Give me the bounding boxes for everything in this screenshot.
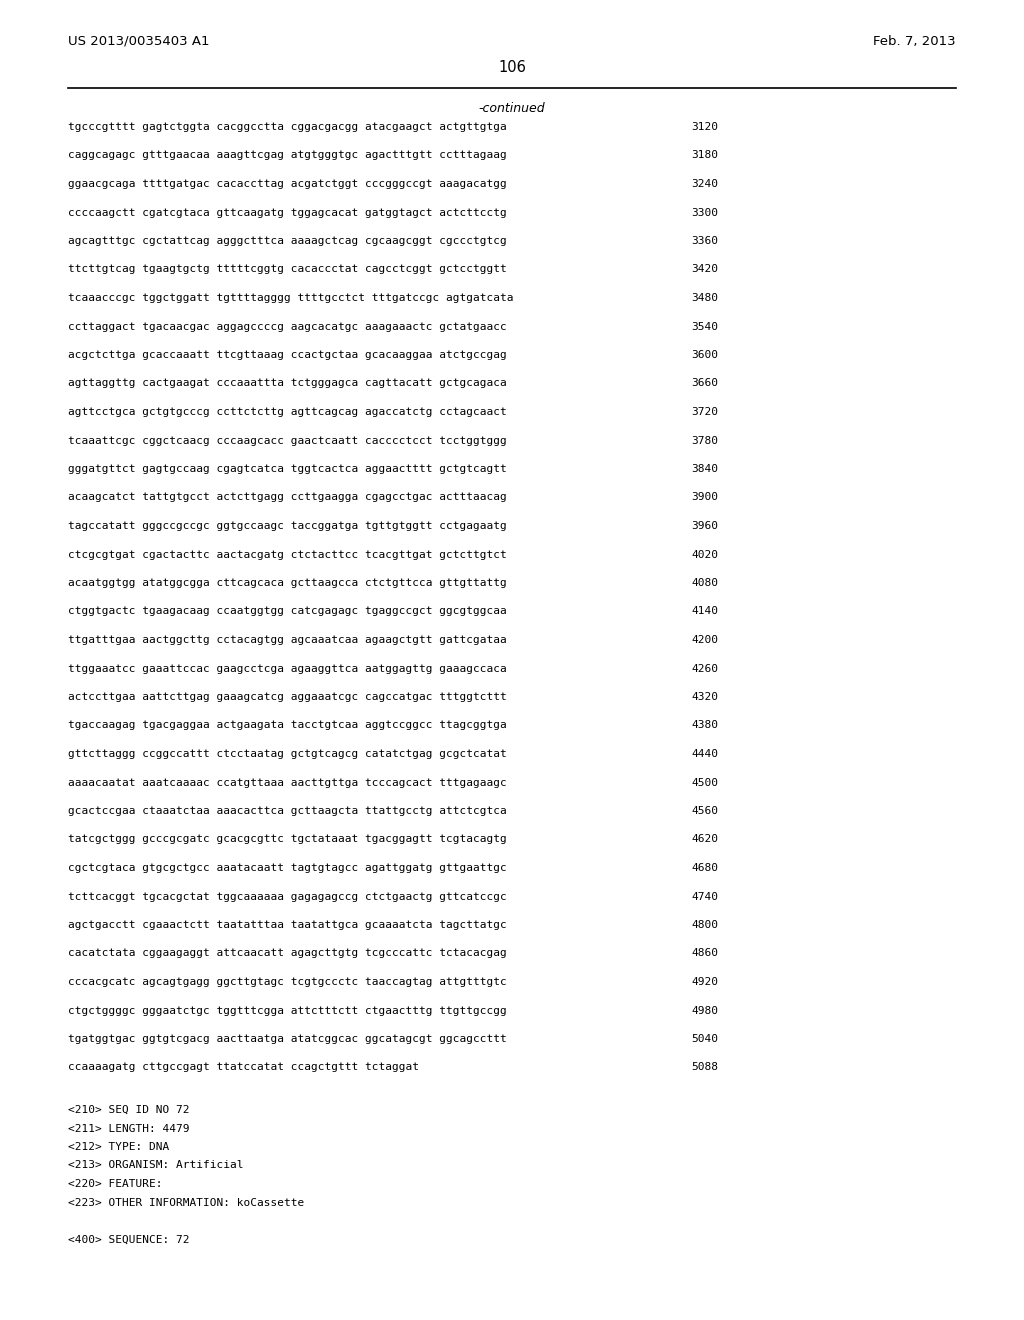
Text: ctgctggggc gggaatctgc tggtttcgga attctttctt ctgaactttg ttgttgccgg: ctgctggggc gggaatctgc tggtttcgga attcttt… bbox=[68, 1006, 507, 1015]
Text: 4860: 4860 bbox=[691, 949, 718, 958]
Text: aaaacaatat aaatcaaaac ccatgttaaa aacttgttga tcccagcact tttgagaagc: aaaacaatat aaatcaaaac ccatgttaaa aacttgt… bbox=[68, 777, 507, 788]
Text: gttcttaggg ccggccattt ctcctaatag gctgtcagcg catatctgag gcgctcatat: gttcttaggg ccggccattt ctcctaatag gctgtca… bbox=[68, 748, 507, 759]
Text: tagccatatt gggccgccgc ggtgccaagc taccggatga tgttgtggtt cctgagaatg: tagccatatt gggccgccgc ggtgccaagc taccgga… bbox=[68, 521, 507, 531]
Text: ctggtgactc tgaagacaag ccaatggtgg catcgagagc tgaggccgct ggcgtggcaa: ctggtgactc tgaagacaag ccaatggtgg catcgag… bbox=[68, 606, 507, 616]
Text: tgatggtgac ggtgtcgacg aacttaatga atatcggcac ggcatagcgt ggcagccttt: tgatggtgac ggtgtcgacg aacttaatga atatcgg… bbox=[68, 1034, 507, 1044]
Text: ttcttgtcag tgaagtgctg tttttcggtg cacaccctat cagcctcggt gctcctggtt: ttcttgtcag tgaagtgctg tttttcggtg cacaccc… bbox=[68, 264, 507, 275]
Text: 4080: 4080 bbox=[691, 578, 718, 587]
Text: 3180: 3180 bbox=[691, 150, 718, 161]
Text: 3660: 3660 bbox=[691, 379, 718, 388]
Text: <220> FEATURE:: <220> FEATURE: bbox=[68, 1179, 163, 1189]
Text: <400> SEQUENCE: 72: <400> SEQUENCE: 72 bbox=[68, 1234, 189, 1245]
Text: cacatctata cggaagaggt attcaacatt agagcttgtg tcgcccattc tctacacgag: cacatctata cggaagaggt attcaacatt agagctt… bbox=[68, 949, 507, 958]
Text: tcttcacggt tgcacgctat tggcaaaaaa gagagagccg ctctgaactg gttcatccgc: tcttcacggt tgcacgctat tggcaaaaaa gagagag… bbox=[68, 891, 507, 902]
Text: ttggaaatcc gaaattccac gaagcctcga agaaggttca aatggagttg gaaagccaca: ttggaaatcc gaaattccac gaagcctcga agaaggt… bbox=[68, 664, 507, 673]
Text: cgctcgtaca gtgcgctgcc aaatacaatt tagtgtagcc agattggatg gttgaattgc: cgctcgtaca gtgcgctgcc aaatacaatt tagtgta… bbox=[68, 863, 507, 873]
Text: tatcgctggg gcccgcgatc gcacgcgttc tgctataaat tgacggagtt tcgtacagtg: tatcgctggg gcccgcgatc gcacgcgttc tgctata… bbox=[68, 834, 507, 845]
Text: ccccaagctt cgatcgtaca gttcaagatg tggagcacat gatggtagct actcttcctg: ccccaagctt cgatcgtaca gttcaagatg tggagca… bbox=[68, 207, 507, 218]
Text: acgctcttga gcaccaaatt ttcgttaaag ccactgctaa gcacaaggaa atctgccgag: acgctcttga gcaccaaatt ttcgttaaag ccactgc… bbox=[68, 350, 507, 360]
Text: 4620: 4620 bbox=[691, 834, 718, 845]
Text: <212> TYPE: DNA: <212> TYPE: DNA bbox=[68, 1142, 169, 1152]
Text: ggaacgcaga ttttgatgac cacaccttag acgatctggt cccgggccgt aaagacatgg: ggaacgcaga ttttgatgac cacaccttag acgatct… bbox=[68, 180, 507, 189]
Text: 3300: 3300 bbox=[691, 207, 718, 218]
Text: Feb. 7, 2013: Feb. 7, 2013 bbox=[873, 36, 956, 48]
Text: 3120: 3120 bbox=[691, 121, 718, 132]
Text: 3720: 3720 bbox=[691, 407, 718, 417]
Text: agctgacctt cgaaactctt taatatttaa taatattgca gcaaaatcta tagcttatgc: agctgacctt cgaaactctt taatatttaa taatatt… bbox=[68, 920, 507, 931]
Text: 4020: 4020 bbox=[691, 549, 718, 560]
Text: cccacgcatc agcagtgagg ggcttgtagc tcgtgccctc taaccagtag attgtttgtc: cccacgcatc agcagtgagg ggcttgtagc tcgtgcc… bbox=[68, 977, 507, 987]
Text: 3360: 3360 bbox=[691, 236, 718, 246]
Text: <210> SEQ ID NO 72: <210> SEQ ID NO 72 bbox=[68, 1105, 189, 1115]
Text: 4500: 4500 bbox=[691, 777, 718, 788]
Text: 4800: 4800 bbox=[691, 920, 718, 931]
Text: 5088: 5088 bbox=[691, 1063, 718, 1072]
Text: gggatgttct gagtgccaag cgagtcatca tggtcactca aggaactttt gctgtcagtt: gggatgttct gagtgccaag cgagtcatca tggtcac… bbox=[68, 465, 507, 474]
Text: gcactccgaa ctaaatctaa aaacacttca gcttaagcta ttattgcctg attctcgtca: gcactccgaa ctaaatctaa aaacacttca gcttaag… bbox=[68, 807, 507, 816]
Text: ccaaaagatg cttgccgagt ttatccatat ccagctgttt tctaggat: ccaaaagatg cttgccgagt ttatccatat ccagctg… bbox=[68, 1063, 419, 1072]
Text: 106: 106 bbox=[498, 59, 526, 75]
Text: 3600: 3600 bbox=[691, 350, 718, 360]
Text: tcaaattcgc cggctcaacg cccaagcacc gaactcaatt cacccctcct tcctggtggg: tcaaattcgc cggctcaacg cccaagcacc gaactca… bbox=[68, 436, 507, 446]
Text: 4260: 4260 bbox=[691, 664, 718, 673]
Text: 4320: 4320 bbox=[691, 692, 718, 702]
Text: 3240: 3240 bbox=[691, 180, 718, 189]
Text: 4740: 4740 bbox=[691, 891, 718, 902]
Text: 4980: 4980 bbox=[691, 1006, 718, 1015]
Text: 4440: 4440 bbox=[691, 748, 718, 759]
Text: tgaccaagag tgacgaggaa actgaagata tacctgtcaa aggtccggcc ttagcggtga: tgaccaagag tgacgaggaa actgaagata tacctgt… bbox=[68, 721, 507, 730]
Text: 3840: 3840 bbox=[691, 465, 718, 474]
Text: 4200: 4200 bbox=[691, 635, 718, 645]
Text: caggcagagc gtttgaacaa aaagttcgag atgtgggtgc agactttgtt cctttagaag: caggcagagc gtttgaacaa aaagttcgag atgtggg… bbox=[68, 150, 507, 161]
Text: <223> OTHER INFORMATION: koCassette: <223> OTHER INFORMATION: koCassette bbox=[68, 1197, 304, 1208]
Text: agcagtttgc cgctattcag agggctttca aaaagctcag cgcaagcggt cgccctgtcg: agcagtttgc cgctattcag agggctttca aaaagct… bbox=[68, 236, 507, 246]
Text: agttaggttg cactgaagat cccaaattta tctgggagca cagttacatt gctgcagaca: agttaggttg cactgaagat cccaaattta tctggga… bbox=[68, 379, 507, 388]
Text: 3420: 3420 bbox=[691, 264, 718, 275]
Text: 4380: 4380 bbox=[691, 721, 718, 730]
Text: actccttgaa aattcttgag gaaagcatcg aggaaatcgc cagccatgac tttggtcttt: actccttgaa aattcttgag gaaagcatcg aggaaat… bbox=[68, 692, 507, 702]
Text: 4920: 4920 bbox=[691, 977, 718, 987]
Text: <213> ORGANISM: Artificial: <213> ORGANISM: Artificial bbox=[68, 1160, 244, 1171]
Text: 3780: 3780 bbox=[691, 436, 718, 446]
Text: -continued: -continued bbox=[478, 102, 546, 115]
Text: ttgatttgaa aactggcttg cctacagtgg agcaaatcaa agaagctgtt gattcgataa: ttgatttgaa aactggcttg cctacagtgg agcaaat… bbox=[68, 635, 507, 645]
Text: 5040: 5040 bbox=[691, 1034, 718, 1044]
Text: 4680: 4680 bbox=[691, 863, 718, 873]
Text: 3480: 3480 bbox=[691, 293, 718, 304]
Text: ctcgcgtgat cgactacttc aactacgatg ctctacttcc tcacgttgat gctcttgtct: ctcgcgtgat cgactacttc aactacgatg ctctact… bbox=[68, 549, 507, 560]
Text: US 2013/0035403 A1: US 2013/0035403 A1 bbox=[68, 36, 210, 48]
Text: agttcctgca gctgtgcccg ccttctcttg agttcagcag agaccatctg cctagcaact: agttcctgca gctgtgcccg ccttctcttg agttcag… bbox=[68, 407, 507, 417]
Text: acaatggtgg atatggcgga cttcagcaca gcttaagcca ctctgttcca gttgttattg: acaatggtgg atatggcgga cttcagcaca gcttaag… bbox=[68, 578, 507, 587]
Text: 3900: 3900 bbox=[691, 492, 718, 503]
Text: tgcccgtttt gagtctggta cacggcctta cggacgacgg atacgaagct actgttgtga: tgcccgtttt gagtctggta cacggcctta cggacga… bbox=[68, 121, 507, 132]
Text: acaagcatct tattgtgcct actcttgagg ccttgaagga cgagcctgac actttaacag: acaagcatct tattgtgcct actcttgagg ccttgaa… bbox=[68, 492, 507, 503]
Text: 4560: 4560 bbox=[691, 807, 718, 816]
Text: ccttaggact tgacaacgac aggagccccg aagcacatgc aaagaaactc gctatgaacc: ccttaggact tgacaacgac aggagccccg aagcaca… bbox=[68, 322, 507, 331]
Text: 3960: 3960 bbox=[691, 521, 718, 531]
Text: tcaaacccgc tggctggatt tgttttagggg ttttgcctct tttgatccgc agtgatcata: tcaaacccgc tggctggatt tgttttagggg ttttgc… bbox=[68, 293, 513, 304]
Text: <211> LENGTH: 4479: <211> LENGTH: 4479 bbox=[68, 1123, 189, 1134]
Text: 3540: 3540 bbox=[691, 322, 718, 331]
Text: 4140: 4140 bbox=[691, 606, 718, 616]
